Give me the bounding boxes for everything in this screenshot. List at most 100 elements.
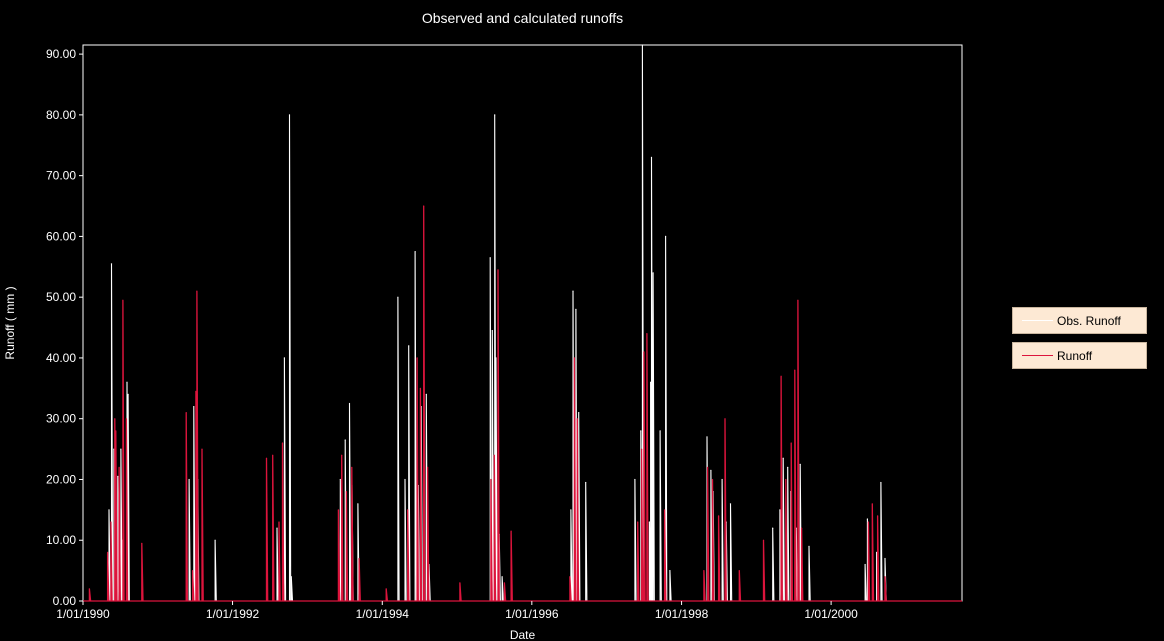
data-point [503,582,505,584]
data-point [570,509,572,511]
data-point [578,412,580,414]
data-point [738,570,740,572]
data-point [281,442,284,444]
data-point [641,44,644,46]
data-point [664,509,666,511]
y-tick-label: 50.00 [46,290,76,304]
data-point [785,478,787,481]
data-point [188,478,190,481]
data-point [721,478,723,481]
data-point [459,582,461,584]
data-point [650,156,653,158]
data-point [423,205,425,207]
plot-area [82,44,963,602]
data-point [339,478,341,481]
data-point [573,357,576,359]
series-runoff [83,205,962,602]
x-tick-label: 1/01/2000 [804,607,858,621]
data-point [110,521,112,523]
data-point [797,299,799,301]
data-point [107,551,109,554]
data-point [125,418,127,420]
data-point [120,448,122,450]
y-tick-label: 30.00 [46,412,76,426]
y-tick-label: 10.00 [46,533,76,547]
data-point [652,272,654,274]
data-point [88,588,90,590]
x-tick-label: 1/01/1990 [56,607,110,621]
data-point [141,542,143,544]
chart-title: Observed and calculated runoffs [422,10,623,26]
data-point [510,530,512,532]
data-point [710,469,712,471]
data-point [866,518,869,520]
data-point [884,557,886,560]
x-axis-label: Date [510,628,536,641]
data-point [637,521,639,523]
x-axis-ticks: 1/01/1990 1/01/1992 1/01/1994 1/01/1996 1/01… [56,601,858,621]
data-point [801,527,803,529]
y-axis-label: Runoff ( mm ) [3,286,17,359]
data-point [408,345,410,347]
data-point [385,588,387,590]
data-point [489,257,491,259]
legend-label-obs-runoff: Obs. Runoff [1057,314,1121,328]
data-point [576,418,578,420]
data-point [265,457,268,459]
data-point [780,375,782,377]
data-point [650,381,652,383]
data-point [126,381,128,383]
x-tick-label: 1/01/1998 [655,607,709,621]
data-point [779,509,781,511]
data-point [711,478,714,481]
data-point [214,539,216,541]
y-tick-label: 80.00 [46,108,76,122]
data-point [419,387,421,389]
x-tick-label: 1/01/1994 [356,607,410,621]
data-point [808,545,810,547]
data-point [762,539,765,541]
x-tick-label: 1/01/1996 [505,607,559,621]
data-point [491,330,493,332]
data-point [351,466,353,468]
data-point [659,430,661,432]
data-point [122,299,124,301]
data-point [127,393,129,395]
data-point [337,509,339,511]
data-point [416,357,418,359]
data-point [272,454,274,456]
legend-swatch-obs-runoff [1022,320,1053,321]
y-tick-label: 0.00 [53,594,77,608]
data-point [569,576,571,578]
legend-item-runoff[interactable]: Runoff [1012,342,1147,369]
data-point [495,357,497,359]
data-point [490,478,492,481]
series-line [83,205,962,602]
series-obs-runoff [83,44,962,602]
data-point [669,570,671,572]
data-point [497,269,499,271]
series-layer [83,44,962,602]
data-point [884,576,886,578]
legend-label-runoff: Runoff [1057,349,1093,363]
data-point [278,521,280,523]
data-point [276,527,278,529]
legend-item-obs-runoff[interactable]: Obs. Runoff [1012,307,1147,334]
data-point [344,439,346,441]
data-point [706,436,708,438]
data-point [772,527,774,529]
data-point [794,369,796,371]
series-line [83,44,962,602]
data-point [643,351,645,353]
data-point [404,478,406,481]
data-point [193,406,195,408]
data-point [115,430,117,432]
data-point [877,515,879,517]
data-point [880,481,882,484]
data-point [358,557,360,560]
data-point [640,430,642,432]
data-point [427,466,429,468]
plot-border [82,44,963,602]
data-point [283,357,285,359]
